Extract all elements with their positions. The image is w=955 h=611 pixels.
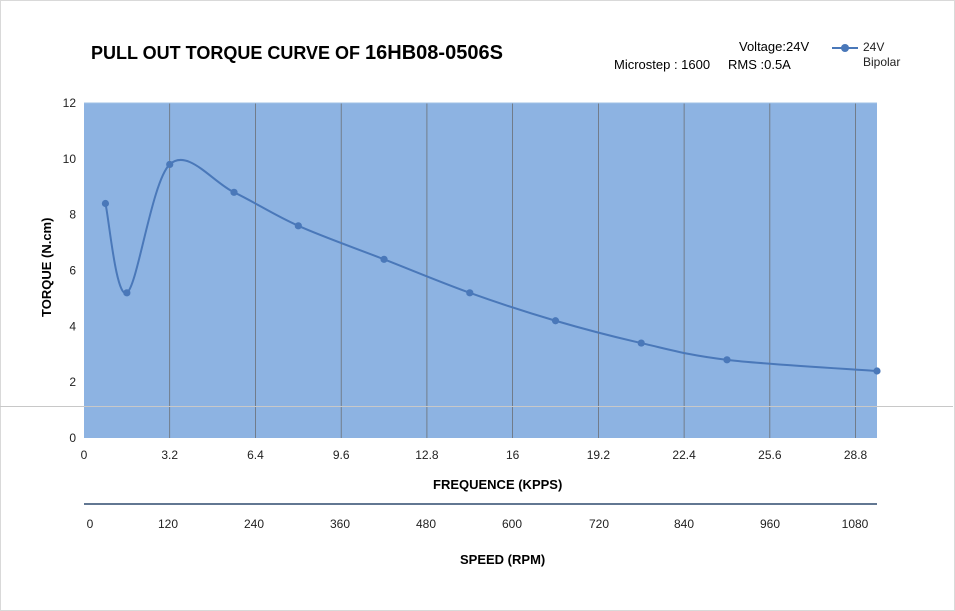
speed-tick-label: 0 xyxy=(87,517,94,531)
data-point xyxy=(380,255,388,263)
data-point xyxy=(230,188,238,196)
legend-series-name: 24V xyxy=(863,40,885,54)
x-tick-label: 3.2 xyxy=(161,448,178,462)
data-point xyxy=(466,289,474,297)
x-tick-label: 25.6 xyxy=(758,448,782,462)
x-tick-label: 16 xyxy=(506,448,520,462)
chart-title: PULL OUT TORQUE CURVE OF 16HB08-0506S xyxy=(91,42,503,65)
speed-tick-label: 1080 xyxy=(842,517,869,531)
divider-line xyxy=(0,406,953,407)
legend-marker-swatch xyxy=(841,44,849,52)
x-tick-label: 28.8 xyxy=(844,448,868,462)
data-point xyxy=(873,367,881,375)
y-axis-label: TORQUE (N.cm) xyxy=(39,217,54,317)
y-tick-label: 2 xyxy=(69,375,76,389)
y-tick-label: 4 xyxy=(69,319,76,333)
microstep-info: Microstep : 1600 xyxy=(614,57,711,72)
chart-title-model: 16HB08-0506S xyxy=(365,42,503,64)
y-tick-label: 6 xyxy=(69,264,76,278)
speed-tick-label: 720 xyxy=(589,517,609,531)
speed-tick-label: 840 xyxy=(674,517,694,531)
x-tick-label: 0 xyxy=(81,448,88,462)
speed-tick-label: 120 xyxy=(158,517,178,531)
speed-tick-label: 960 xyxy=(760,517,780,531)
speed-tick-label: 600 xyxy=(502,517,522,531)
x-tick-label: 9.6 xyxy=(333,448,350,462)
speed-axis-label: SPEED (RPM) xyxy=(460,552,546,567)
speed-tick-label: 360 xyxy=(330,517,350,531)
x-tick-label: 19.2 xyxy=(587,448,611,462)
voltage-info: Voltage:24V xyxy=(739,39,810,54)
y-tick-label: 0 xyxy=(69,431,76,445)
chart-title-text: PULL OUT TORQUE CURVE OF xyxy=(91,43,366,63)
rms-info: RMS :0.5A xyxy=(728,57,791,72)
data-point xyxy=(101,199,110,208)
plot-area xyxy=(84,103,877,438)
legend-series-sub: Bipolar xyxy=(863,55,901,69)
x-axis-label: FREQUENCE (KPPS) xyxy=(433,477,563,492)
data-point xyxy=(723,356,731,364)
y-tick-label: 12 xyxy=(63,96,77,110)
speed-tick-label: 480 xyxy=(416,517,436,531)
data-point xyxy=(123,289,131,297)
x-tick-label: 22.4 xyxy=(672,448,696,462)
data-point xyxy=(637,339,645,347)
x-tick-label: 6.4 xyxy=(247,448,264,462)
speed-tick-label: 240 xyxy=(244,517,264,531)
x-tick-label: 12.8 xyxy=(415,448,439,462)
data-point xyxy=(294,222,302,230)
data-point xyxy=(166,160,174,169)
y-tick-label: 8 xyxy=(69,208,76,222)
data-point xyxy=(551,317,560,325)
y-tick-label: 10 xyxy=(63,152,77,166)
